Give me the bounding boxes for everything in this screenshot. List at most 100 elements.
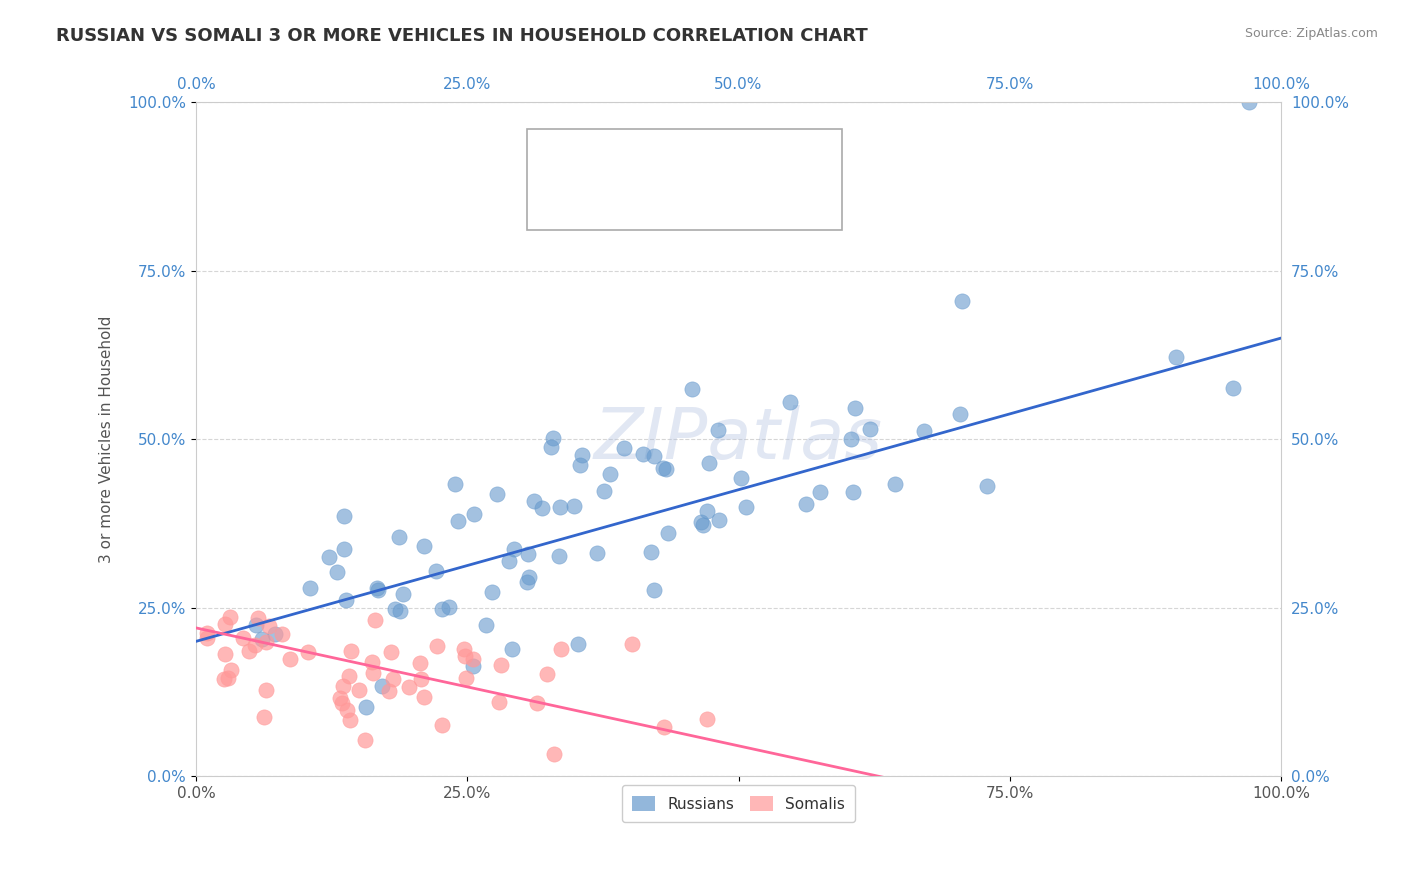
Point xyxy=(195,631,218,645)
Point xyxy=(238,644,260,658)
Point xyxy=(501,642,523,657)
Point xyxy=(371,679,394,693)
Point xyxy=(841,432,863,446)
Text: Source: ZipAtlas.com: Source: ZipAtlas.com xyxy=(1244,27,1378,40)
Point xyxy=(621,637,644,651)
Point xyxy=(245,638,267,652)
Point xyxy=(1222,381,1244,395)
Point xyxy=(264,627,287,641)
Point xyxy=(388,604,411,618)
Y-axis label: 3 or more Vehicles in Household: 3 or more Vehicles in Household xyxy=(100,316,114,563)
Point xyxy=(217,671,239,685)
Point xyxy=(377,684,399,698)
Point xyxy=(330,696,353,710)
Point xyxy=(599,467,621,482)
Point xyxy=(382,672,405,686)
Point xyxy=(339,713,361,727)
Point xyxy=(456,671,478,685)
Point xyxy=(730,471,752,485)
Point xyxy=(333,541,356,556)
Point xyxy=(257,618,280,632)
Point xyxy=(426,639,449,653)
Point xyxy=(252,632,274,647)
Point xyxy=(593,484,616,499)
Point xyxy=(516,574,538,589)
Point xyxy=(447,514,470,528)
Point xyxy=(526,697,548,711)
Point xyxy=(367,582,389,597)
Text: RUSSIAN VS SOMALI 3 OR MORE VEHICLES IN HOUSEHOLD CORRELATION CHART: RUSSIAN VS SOMALI 3 OR MORE VEHICLES IN … xyxy=(56,27,868,45)
FancyBboxPatch shape xyxy=(527,129,842,230)
Point xyxy=(541,432,564,446)
Point xyxy=(657,526,679,541)
Point xyxy=(697,456,720,470)
Point xyxy=(517,548,540,562)
Point xyxy=(488,695,510,709)
Point xyxy=(976,479,998,493)
Point xyxy=(430,718,453,732)
Point xyxy=(444,477,467,491)
Point xyxy=(681,382,703,396)
Point xyxy=(498,554,520,568)
Point xyxy=(859,422,882,436)
Point xyxy=(631,447,654,461)
Point xyxy=(329,690,352,705)
Point xyxy=(413,539,436,553)
Legend: Russians, Somalis: Russians, Somalis xyxy=(621,785,855,822)
Point xyxy=(654,461,676,475)
Point xyxy=(652,720,675,734)
Point xyxy=(430,601,453,615)
Point xyxy=(461,659,484,673)
Point xyxy=(245,618,267,632)
Point xyxy=(392,587,415,601)
Point xyxy=(214,647,236,661)
Point xyxy=(195,626,218,640)
Point xyxy=(696,504,718,518)
Text: ZIPatlas: ZIPatlas xyxy=(593,405,883,474)
Point xyxy=(271,627,294,641)
Point xyxy=(1237,95,1260,110)
Point xyxy=(439,599,461,614)
Point xyxy=(219,609,242,624)
Point xyxy=(254,682,277,697)
Point xyxy=(332,679,354,693)
Point xyxy=(692,518,714,533)
Point xyxy=(562,499,585,513)
Point xyxy=(453,649,475,664)
Point xyxy=(398,680,420,694)
Point xyxy=(453,641,475,656)
Point xyxy=(384,602,406,616)
Point xyxy=(567,637,589,651)
Point xyxy=(735,500,758,514)
Point xyxy=(651,460,673,475)
Point xyxy=(586,546,609,560)
Point xyxy=(335,592,357,607)
Point xyxy=(353,733,375,747)
Point xyxy=(326,565,349,579)
Point xyxy=(212,672,235,686)
Point xyxy=(299,581,322,595)
Point xyxy=(794,497,817,511)
Point xyxy=(523,493,546,508)
Point xyxy=(1164,350,1187,364)
Point xyxy=(536,666,558,681)
Point xyxy=(246,611,269,625)
Point xyxy=(475,617,498,632)
Point xyxy=(337,669,360,683)
Point xyxy=(413,690,436,705)
Point xyxy=(548,500,571,514)
Point xyxy=(884,477,907,491)
Point xyxy=(517,569,540,583)
Point xyxy=(550,641,572,656)
Point xyxy=(361,665,384,680)
Point xyxy=(707,424,730,438)
Point xyxy=(486,487,509,501)
Point xyxy=(844,401,866,416)
Point xyxy=(366,581,388,595)
Point xyxy=(318,549,340,564)
Point xyxy=(354,699,377,714)
Point xyxy=(571,448,593,462)
Point xyxy=(463,507,485,521)
Point xyxy=(689,516,711,530)
Point xyxy=(425,564,447,578)
